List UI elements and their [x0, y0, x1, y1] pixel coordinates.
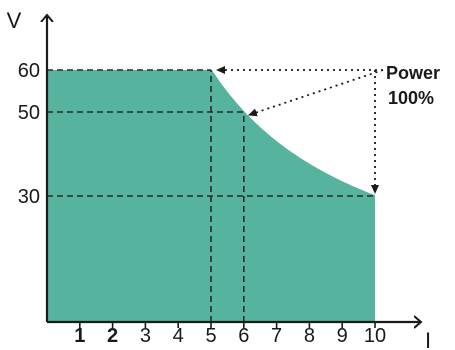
x-tick-labels: 1 2 3 4 5 6 7 8 9 10	[74, 325, 386, 347]
x-tick-label: 4	[173, 325, 184, 347]
x-tick-marks	[79, 322, 376, 328]
y-tick-label: 30	[18, 186, 40, 208]
guide-lines	[47, 69, 375, 322]
y-tick-labels: 30 50 60	[18, 60, 40, 208]
x-tick-label: 2	[107, 325, 118, 347]
x-tick-label: 7	[271, 325, 282, 347]
x-tick-label: 1	[74, 325, 85, 347]
x-tick-label: 9	[337, 325, 348, 347]
x-tick-label: 8	[304, 325, 315, 347]
x-tick-label: 6	[238, 325, 249, 347]
x-tick-label: 10	[364, 325, 386, 347]
annotation-arrow	[247, 69, 384, 117]
annotation-label-percent: 100%	[388, 88, 434, 108]
y-tick-label: 60	[18, 60, 40, 82]
x-axis-title: I	[425, 328, 431, 350]
constant-power-curve	[210, 69, 376, 197]
x-tick-label: 5	[205, 325, 216, 347]
y-axis-title: V	[7, 8, 22, 33]
annotation-label-power: Power	[386, 63, 440, 83]
x-tick-label: 3	[140, 325, 151, 347]
power-annotation: Power 100%	[216, 63, 440, 194]
y-tick-label: 50	[18, 102, 40, 124]
annotation-arrows	[216, 66, 384, 194]
